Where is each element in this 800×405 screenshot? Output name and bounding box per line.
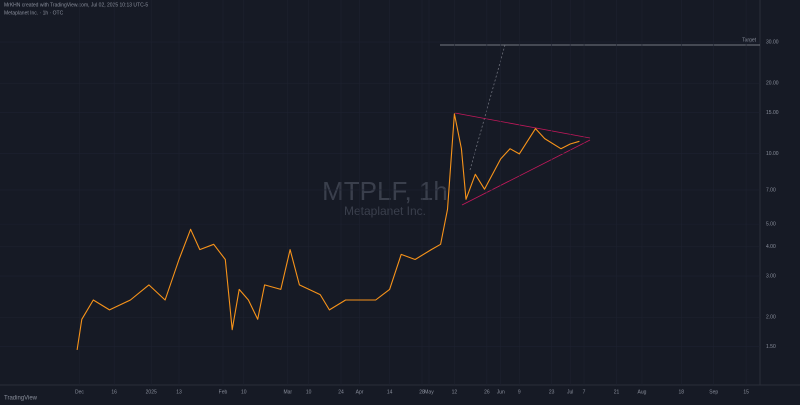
x-tick-label: May xyxy=(424,389,434,395)
y-tick-label: 1.50 xyxy=(766,344,776,350)
brand: TradingView xyxy=(4,396,38,402)
x-tick-label: 2025 xyxy=(146,389,157,395)
x-tick-label: 21 xyxy=(614,389,620,395)
x-tick-label: 28 xyxy=(419,389,425,395)
x-tick-label: 13 xyxy=(176,389,182,395)
x-tick-label: Apr xyxy=(356,389,364,395)
x-tick-label: 9 xyxy=(518,389,521,395)
credit: MrKHN created with TradingView.com, Jul … xyxy=(4,2,148,8)
x-tick-label: Feb xyxy=(219,389,228,395)
y-tick-label: 30.00 xyxy=(766,39,779,45)
x-tick-label: 16 xyxy=(111,389,117,395)
x-tick-label: Mar xyxy=(283,389,292,395)
target-label: Target xyxy=(742,37,757,43)
x-tick-label: 15 xyxy=(743,389,749,395)
x-tick-label: Sep xyxy=(709,389,718,395)
y-tick-label: 7.00 xyxy=(766,187,776,193)
x-tick-label: Jun xyxy=(497,389,505,395)
y-tick-label: 2.00 xyxy=(766,315,776,321)
y-tick-label: 3.00 xyxy=(766,273,776,279)
x-tick-label: 10 xyxy=(306,389,312,395)
x-tick-label: Jul xyxy=(567,389,573,395)
price-line xyxy=(76,113,580,350)
x-tick-label: 26 xyxy=(484,389,490,395)
y-tick-label: 20.00 xyxy=(766,81,779,87)
y-tick-label: 10.00 xyxy=(766,151,779,157)
x-tick-label: 10 xyxy=(241,389,247,395)
watermark-subtitle: Metaplanet Inc. xyxy=(344,204,426,218)
x-tick-label: Aug xyxy=(637,389,646,395)
x-tick-label: Dec xyxy=(75,389,84,395)
x-tick-label: 24 xyxy=(338,389,344,395)
triangle-upper xyxy=(454,112,591,139)
x-tick-label: 23 xyxy=(549,389,555,395)
x-tick-label: 18 xyxy=(679,389,685,395)
triangle-lower xyxy=(461,139,591,206)
watermark-title: MTPLF, 1h xyxy=(322,176,448,206)
x-tick-label: 12 xyxy=(452,389,458,395)
y-tick-label: 5.00 xyxy=(766,221,776,227)
plot: 1.50 2.00 3.00 4.00 5.00 7.00 10.00 15.00 20.00 3… xyxy=(0,0,779,395)
y-tick-label: 4.00 xyxy=(766,244,776,250)
x-tick-label: 7 xyxy=(583,389,586,395)
y-tick-label: 15.00 xyxy=(766,110,779,116)
projection-line xyxy=(469,44,506,171)
symbol-info: Metaplanet Inc. · 1h · OTC xyxy=(4,10,64,16)
x-tick-label: 14 xyxy=(387,389,393,395)
